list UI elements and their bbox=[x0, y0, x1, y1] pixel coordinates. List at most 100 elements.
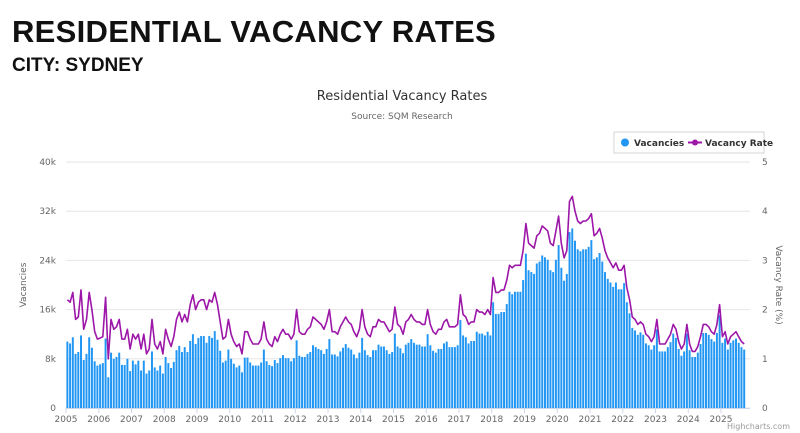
vacancies-bar bbox=[347, 347, 350, 408]
vacancies-bar bbox=[451, 347, 454, 408]
vacancies-bar bbox=[481, 333, 484, 408]
vacancies-bar bbox=[647, 345, 650, 408]
vacancies-bar bbox=[740, 347, 743, 408]
vacancies-bar bbox=[743, 349, 746, 408]
vacancies-bar bbox=[541, 255, 544, 408]
vacancies-bar bbox=[104, 338, 107, 408]
vacancies-bar bbox=[148, 370, 151, 408]
x-tick-label: 2024 bbox=[677, 415, 700, 425]
vacancies-bar bbox=[380, 346, 383, 408]
vacancies-bar bbox=[129, 371, 132, 408]
vacancies-bar bbox=[724, 338, 727, 408]
x-tick-label: 2025 bbox=[710, 415, 733, 425]
vacancies-bar bbox=[287, 358, 290, 408]
credits-link[interactable]: Highcharts.com bbox=[727, 422, 790, 431]
vacancies-bar bbox=[429, 345, 432, 408]
vacancies-bar bbox=[448, 347, 451, 408]
x-tick-label: 2006 bbox=[87, 415, 110, 425]
vacancies-bar bbox=[205, 342, 208, 408]
vacancies-bar bbox=[358, 352, 361, 408]
vacancies-bar bbox=[511, 294, 514, 408]
vacancies-bar bbox=[478, 333, 481, 408]
legend: Vacancies Vacancy Rate bbox=[613, 131, 773, 154]
vacancies-bar bbox=[620, 289, 623, 408]
vacancies-bar bbox=[508, 291, 511, 408]
vacancies-bar bbox=[664, 351, 667, 408]
vacancies-bar bbox=[410, 339, 413, 408]
vacancies-bar bbox=[554, 259, 557, 408]
page-heading: RESIDENTIAL VACANCY RATES bbox=[12, 14, 497, 49]
vacancies-bar bbox=[238, 365, 241, 408]
vacancies-bar bbox=[140, 370, 143, 408]
vacancies-bar bbox=[563, 280, 566, 408]
vacancies-bar bbox=[71, 337, 74, 408]
vacancies-bar bbox=[543, 257, 546, 408]
vacancies-bar bbox=[150, 351, 153, 408]
vacancies-bar bbox=[571, 228, 574, 408]
vacancies-bar bbox=[189, 340, 192, 408]
vacancies-bar bbox=[99, 364, 102, 408]
vacancies-bar bbox=[519, 291, 522, 408]
vacancies-bar bbox=[393, 333, 396, 408]
x-tick-label: 2007 bbox=[120, 415, 143, 425]
x-tick-label: 2016 bbox=[415, 415, 438, 425]
vacancies-bar bbox=[257, 365, 260, 408]
vacancies-bar bbox=[628, 313, 631, 408]
vacancies-bar bbox=[126, 358, 129, 408]
vacancies-bar bbox=[598, 253, 601, 408]
vacancies-bar bbox=[729, 342, 732, 408]
vacancies-bar bbox=[655, 329, 658, 408]
vacancies-bar bbox=[227, 349, 230, 408]
vacancies-bar bbox=[418, 344, 421, 408]
legend-vacancies-marker bbox=[621, 138, 629, 147]
vacancies-bar bbox=[328, 339, 331, 408]
x-tick-label: 2008 bbox=[153, 415, 176, 425]
vacancies-bar bbox=[688, 350, 691, 408]
vacancies-bar bbox=[374, 350, 377, 408]
vacancies-bar bbox=[232, 363, 235, 408]
vacancies-bar bbox=[350, 349, 353, 408]
vacancies-bar bbox=[178, 345, 181, 408]
vacancies-bar bbox=[69, 343, 72, 408]
city-subheading: CITY: SYDNEY bbox=[12, 55, 144, 76]
vacancies-bar bbox=[246, 357, 249, 408]
vacancies-bar bbox=[361, 337, 364, 408]
vacancies-bar bbox=[167, 363, 170, 408]
vacancies-bar bbox=[331, 354, 334, 408]
vacancies-bar bbox=[339, 351, 342, 408]
legend-item-vacancies[interactable]: Vacancies bbox=[621, 138, 684, 150]
vacancies-bar bbox=[505, 304, 508, 408]
x-tick-label: 2020 bbox=[546, 415, 569, 425]
vacancies-bar bbox=[142, 360, 145, 408]
vacancies-bar bbox=[631, 328, 634, 408]
x-tick-label: 2014 bbox=[349, 415, 372, 425]
vacancies-bar bbox=[715, 332, 718, 408]
vacancies-bar bbox=[565, 273, 568, 408]
vacancies-bar bbox=[216, 339, 219, 408]
vacancies-bar bbox=[486, 331, 489, 408]
vacancies-bar bbox=[587, 246, 590, 408]
vacancies-bar bbox=[241, 372, 244, 408]
vacancies-bar bbox=[642, 334, 645, 408]
vacancies-bar bbox=[314, 347, 317, 408]
vacancies-bar bbox=[680, 355, 683, 408]
vacancies-bar bbox=[710, 339, 713, 408]
x-tick-label: 2005 bbox=[55, 415, 78, 425]
vacancies-bar bbox=[489, 335, 492, 408]
y-right-tick-label: 4 bbox=[762, 207, 768, 217]
vacancies-bar bbox=[110, 352, 113, 408]
vacancies-bar bbox=[399, 348, 402, 408]
vacancies-bar bbox=[696, 352, 699, 408]
vacancies-bar bbox=[156, 370, 159, 408]
vacancies-bar bbox=[453, 347, 456, 408]
legend-item-vacancy-rate[interactable]: Vacancy Rate bbox=[688, 139, 773, 149]
vacancies-bar bbox=[694, 356, 697, 408]
vacancies-bar bbox=[402, 353, 405, 408]
vacancies-bar bbox=[440, 348, 443, 408]
vacancies-bar bbox=[666, 347, 669, 408]
vacancies-bar bbox=[200, 336, 203, 408]
vacancies-bar bbox=[530, 272, 533, 408]
vacancy-rate-line bbox=[66, 195, 745, 360]
vacancies-bar bbox=[224, 360, 227, 408]
vacancies-bar bbox=[131, 360, 134, 408]
